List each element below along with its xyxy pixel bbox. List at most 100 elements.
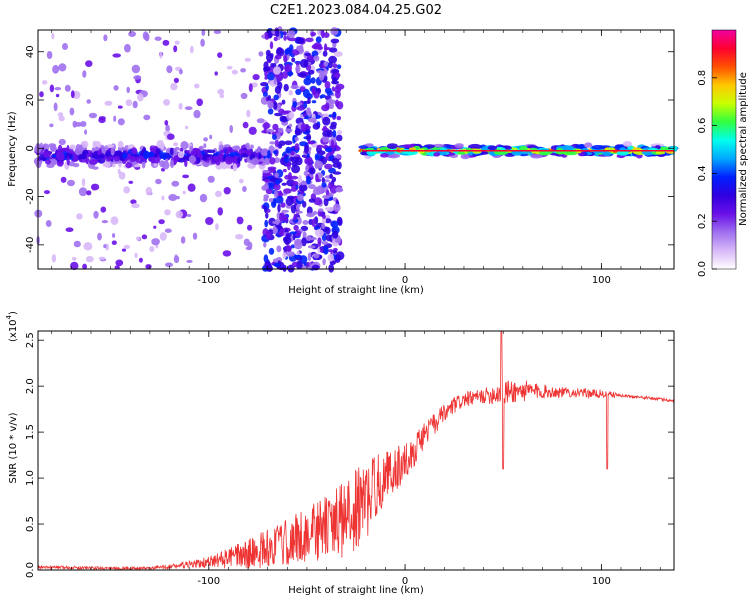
spectrogram-cell (247, 224, 253, 231)
spectrogram-cell (248, 83, 253, 93)
spectrogram-cell (293, 240, 303, 250)
spectrogram-cell (143, 114, 151, 121)
spectrogram-cell (141, 159, 146, 169)
snr-x-label: Height of straight line (km) (288, 585, 424, 596)
spectrogram-cell (313, 55, 320, 62)
spectrogram-cell (143, 150, 150, 159)
spectrogram-cell (273, 36, 278, 42)
spectrogram-cell (289, 231, 297, 235)
spectrogram-cell (268, 31, 272, 39)
spectrogram-cell (117, 140, 124, 149)
spectrogram-x-label: Height of straight line (km) (288, 285, 424, 296)
spectrogram-cell (248, 126, 257, 135)
spectrogram-cell (297, 72, 307, 78)
spectrogram-cell (198, 145, 204, 150)
spectrogram-cell (154, 36, 162, 41)
spectrogram-cell (189, 45, 194, 54)
spectrogram-cell (149, 246, 155, 252)
spectrogram-cell (262, 91, 268, 98)
spectrogram-cell (308, 167, 316, 175)
spectrogram-cell (300, 122, 307, 132)
spectrogram-cell (246, 109, 251, 118)
spectrogram-cell (103, 34, 108, 42)
spectrogram-cell (180, 141, 189, 150)
spectrogram-cell (283, 236, 289, 243)
spectrogram-cell (264, 178, 271, 183)
spectrogram-cell (179, 68, 183, 75)
spectrogram-cell (243, 238, 250, 246)
spectrogram-cell (311, 100, 317, 104)
spectrogram-cell (304, 145, 309, 154)
x-tick-label: 0 (402, 576, 408, 587)
spectrogram-cell (273, 183, 281, 191)
spectrogram-cell (270, 62, 275, 68)
spectrogram-cell (169, 147, 174, 156)
spectrogram-cell (307, 96, 311, 104)
spectrogram-cell (326, 207, 334, 212)
spectrogram-cell (159, 51, 163, 59)
spectrogram-cell (72, 120, 78, 128)
spectrogram-cell (119, 157, 124, 161)
spectrogram-cell (277, 81, 283, 90)
spectrogram-cell (72, 155, 79, 162)
spectrogram-cell (155, 178, 162, 185)
y-tick-label: 0.0 (25, 562, 36, 578)
spectrogram-cell (202, 161, 209, 167)
spectrogram-cell (151, 238, 160, 246)
spectrogram-cells (33, 26, 679, 273)
spectrogram-cell (64, 84, 71, 92)
spectrogram-cell (114, 265, 120, 270)
spectrogram-cell (276, 245, 282, 253)
spectrogram-cell (222, 250, 232, 257)
spectrogram-cell (288, 111, 295, 119)
spectrogram-cell (46, 51, 53, 59)
spectrogram-cell (330, 27, 339, 36)
spectrogram-cell (226, 65, 233, 70)
spectrogram-cell (318, 208, 324, 212)
spectrogram-cell (188, 155, 196, 164)
spectrogram-cell (107, 156, 115, 160)
spectrogram-cell (281, 182, 287, 186)
spectrogram-cell (84, 129, 88, 135)
x-tick-label: 100 (592, 275, 611, 286)
spectrogram-cell (266, 128, 275, 133)
spectrogram-cell (175, 210, 183, 219)
spectrogram-cell (297, 194, 304, 202)
spectrogram-cell (306, 175, 311, 185)
spectrogram-cell (263, 66, 271, 72)
spectrogram-cell (199, 164, 205, 174)
spectrogram-cell (312, 123, 320, 130)
colorbar-label: Normalized spectral amplitude (738, 72, 749, 226)
spectrogram-cell (332, 171, 342, 175)
spectrogram-cell (106, 144, 115, 148)
spectrogram-cell (45, 159, 51, 165)
y-tick-label: 2.5 (25, 332, 36, 348)
spectrogram-cell (133, 75, 142, 80)
snr-scale-prefix: (x10 (8, 319, 19, 342)
spectrogram-cell (215, 157, 221, 166)
spectrogram-frame (37, 29, 675, 270)
spectrogram-cell (283, 188, 292, 194)
spectrogram-cell (212, 152, 219, 157)
spectrogram-cell (184, 159, 188, 168)
spectrogram-cell (287, 37, 297, 42)
spectrogram-cell (272, 134, 277, 141)
spectrogram-cell (80, 140, 89, 148)
spectrogram-cell (134, 164, 141, 168)
spectrogram-cell (49, 123, 54, 128)
spectrogram-cell (291, 261, 298, 268)
spectrogram-cell (321, 222, 326, 230)
spectrogram-cell (302, 231, 307, 240)
snr-series-line (37, 330, 675, 571)
spectrogram-x-ticks: -100 0 100 (51, 30, 661, 286)
spectrogram-cell (327, 253, 335, 262)
spectrogram-cell (219, 150, 226, 154)
y-tick-label: 20 (25, 94, 36, 107)
spectrogram-cell (268, 247, 275, 255)
spectrogram-cell (190, 150, 197, 157)
spectrogram-cell (518, 150, 532, 155)
spectrogram-cell (561, 145, 572, 151)
spectrogram-cell (51, 254, 57, 263)
spectrogram-cell (145, 264, 152, 269)
spectrogram-cell (305, 125, 311, 130)
